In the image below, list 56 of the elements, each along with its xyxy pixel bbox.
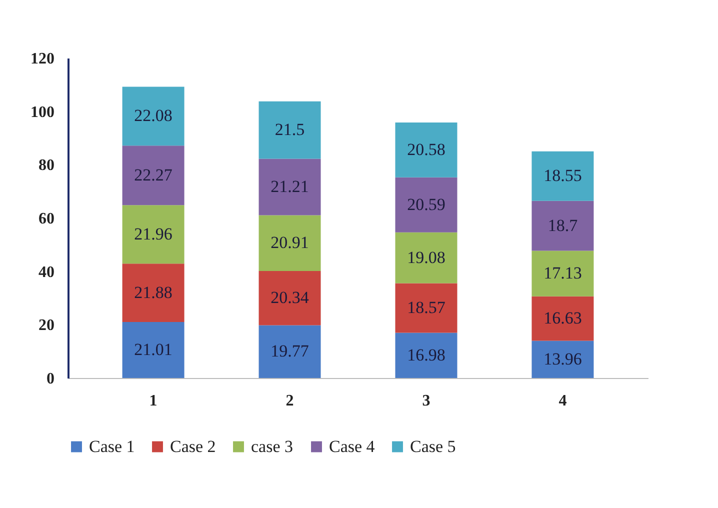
y-tick-label: 0 [46,370,54,388]
data-label: 21.88 [134,282,172,302]
data-label: 16.98 [407,345,446,364]
bar [122,322,184,378]
x-tick-label: 4 [558,392,567,410]
y-tick-label: 40 [38,264,54,281]
bar [395,332,458,378]
legend-label: case 3 [251,436,294,456]
y-tick-label: 100 [30,104,54,121]
data-label: 16.63 [544,308,582,328]
data-label: 21.5 [274,120,305,140]
data-label: 19.77 [270,342,310,361]
y-tick-label: 80 [38,157,54,174]
data-label: 20.91 [270,233,309,252]
bar [258,325,321,378]
legend-label: Case 1 [89,436,135,456]
bar [122,264,184,322]
legend-label: Case 2 [170,436,216,456]
bar [395,177,458,232]
bar [532,151,594,201]
bar [122,205,184,264]
data-label: 20.59 [407,194,446,214]
data-label: 21.01 [134,340,172,359]
bar [532,200,594,251]
bar [122,86,184,146]
bar [258,271,321,326]
y-tick-label: 120 [30,50,54,68]
y-tick-label: 20 [38,317,54,334]
x-tick-label: 3 [422,392,430,410]
data-label: 21.21 [270,177,309,196]
bar [532,340,594,378]
data-label: 21.96 [134,224,172,244]
bar [395,283,458,333]
bar [258,101,321,159]
data-label: 20.58 [407,140,446,159]
data-label: 13.96 [544,349,582,368]
data-label: 22.27 [134,165,173,184]
bar [258,158,321,216]
y-tick-label: 60 [38,210,54,228]
data-label: 20.34 [270,288,310,308]
data-label: 22.08 [134,106,172,126]
x-tick-label: 1 [149,392,158,410]
data-label: 18.57 [407,298,446,317]
legend-label: Case 4 [329,436,376,456]
data-label: 19.08 [407,248,446,267]
data-label: 18.55 [544,166,582,186]
data-label: 18.7 [548,216,578,235]
bar [532,250,594,296]
bar [532,296,594,341]
bar [395,122,458,178]
legend-label: Case 5 [410,436,456,456]
bar [122,146,184,206]
bar [258,215,321,272]
x-tick-label: 2 [286,392,294,410]
data-label: 17.13 [544,264,582,283]
bar [395,232,458,284]
